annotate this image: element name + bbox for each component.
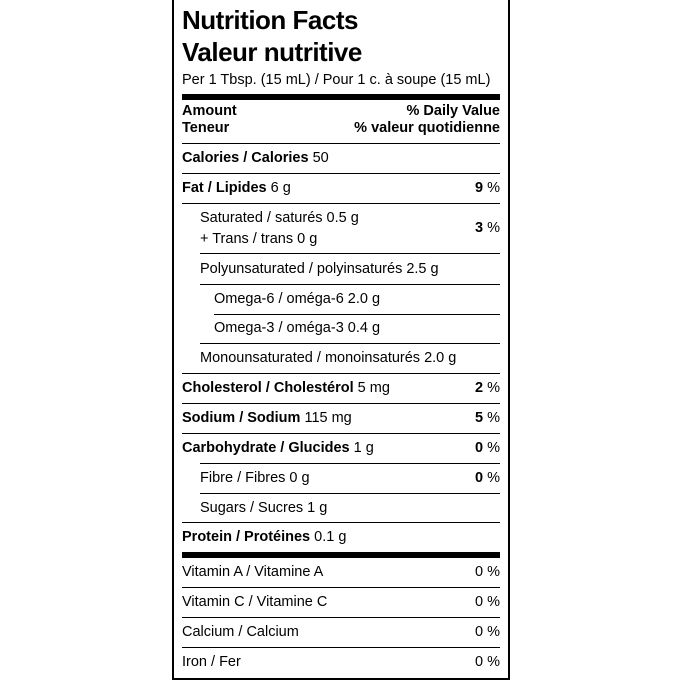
percent-sign: %: [487, 180, 500, 196]
nutrition-facts-panel: Nutrition Facts Valeur nutritive Per 1 T…: [172, 0, 510, 680]
nutrient-label: Sodium / Sodium: [182, 410, 301, 426]
nutrient-row-omega6: Omega-6 / oméga-6 2.0 g: [214, 291, 381, 307]
nutrient-row-sugars: Sugars / Sucres 1 g: [200, 500, 328, 516]
nutrient-label: Protein / Protéines: [182, 529, 311, 545]
vitamin-dv: 0 %: [475, 594, 500, 610]
nutrient-row-sodium: Sodium / Sodium 115 mg: [182, 410, 352, 427]
nutrient-amount: 0.1 g: [314, 529, 347, 545]
divider: [182, 617, 500, 618]
mineral-dv: 0 %: [475, 624, 500, 640]
title-french: Valeur nutritive: [182, 37, 362, 67]
mineral-dv: 0 %: [475, 654, 500, 670]
title-english: Nutrition Facts: [182, 5, 358, 35]
dv-value: 0: [474, 440, 484, 456]
nutrient-label: Cholesterol / Cholestérol: [182, 380, 354, 396]
nutrient-row-protein: Protein / Protéines 0.1 g: [182, 529, 346, 546]
nutrient-amount: 6 g: [270, 180, 291, 196]
divider: [200, 343, 500, 344]
calories-row: Calories / Calories 50: [182, 150, 329, 167]
divider: [182, 403, 500, 404]
dv-header-en: % Daily Value: [406, 103, 501, 119]
nutrient-row-fat: Fat / Lipides 6 g: [182, 180, 291, 197]
nutrient-amount: 115 mg: [304, 410, 352, 426]
dv-value: 3: [474, 220, 484, 236]
thick-divider-bottom: [182, 552, 500, 558]
divider: [182, 522, 500, 523]
nutrient-dv: 3 %: [475, 220, 500, 237]
vitamin-row-a: Vitamin A / Vitamine A: [182, 564, 324, 580]
nutrient-row-polyunsaturated: Polyunsaturated / polyinsaturés 2.5 g: [200, 261, 439, 277]
percent-sign: %: [487, 470, 500, 486]
nutrient-dv: 9 %: [475, 180, 500, 197]
dv-header-fr: % valeur quotidienne: [354, 120, 500, 136]
nutrient-dv: 2 %: [475, 380, 500, 397]
percent-sign: %: [487, 410, 500, 426]
calories-value: 50: [312, 150, 329, 166]
divider: [182, 203, 500, 204]
percent-sign: %: [487, 440, 500, 456]
divider: [200, 253, 500, 254]
nutrient-amount: 5 mg: [357, 380, 390, 396]
divider: [200, 284, 500, 285]
divider: [182, 433, 500, 434]
nutrient-dv: 0 %: [475, 440, 500, 457]
divider: [182, 587, 500, 588]
amount-header-fr: Teneur: [182, 120, 230, 136]
vitamin-dv: 0 %: [475, 564, 500, 580]
percent-sign: %: [487, 380, 500, 396]
divider: [182, 173, 500, 174]
nutrient-row-fibre: Fibre / Fibres 0 g: [200, 470, 310, 486]
thick-divider-top: [182, 94, 500, 100]
divider: [214, 314, 500, 315]
nutrient-amount: 1 g: [353, 440, 374, 456]
divider: [182, 143, 500, 144]
nutrient-row-monounsaturated: Monounsaturated / monoinsaturés 2.0 g: [200, 350, 457, 366]
divider: [200, 463, 500, 464]
nutrient-row-trans: + Trans / trans 0 g: [200, 231, 318, 247]
dv-value: 5: [474, 410, 484, 426]
dv-value: 0: [474, 470, 484, 486]
nutrient-row-carbohydrate: Carbohydrate / Glucides 1 g: [182, 440, 374, 457]
nutrient-dv: 0 %: [475, 470, 500, 487]
nutrient-label: Carbohydrate / Glucides: [182, 440, 350, 456]
dv-value: 9: [474, 180, 484, 196]
mineral-row-iron: Iron / Fer: [182, 654, 241, 670]
nutrient-row-cholesterol: Cholesterol / Cholestérol 5 mg: [182, 380, 390, 397]
mineral-row-calcium: Calcium / Calcium: [182, 624, 299, 640]
nutrient-label: Fat / Lipides: [182, 180, 267, 196]
nutrient-row-omega3: Omega-3 / oméga-3 0.4 g: [214, 320, 381, 336]
nutrient-dv: 5 %: [475, 410, 500, 427]
percent-sign: %: [487, 220, 500, 236]
divider: [182, 373, 500, 374]
divider: [182, 647, 500, 648]
nutrient-row-saturated: Saturated / saturés 0.5 g: [200, 210, 359, 226]
amount-header-en: Amount: [182, 103, 237, 119]
calories-label: Calories / Calories: [182, 150, 309, 166]
vitamin-row-c: Vitamin C / Vitamine C: [182, 594, 328, 610]
dv-value: 2: [474, 380, 484, 396]
divider: [200, 493, 500, 494]
serving-size: Per 1 Tbsp. (15 mL) / Pour 1 c. à soupe …: [182, 72, 491, 88]
